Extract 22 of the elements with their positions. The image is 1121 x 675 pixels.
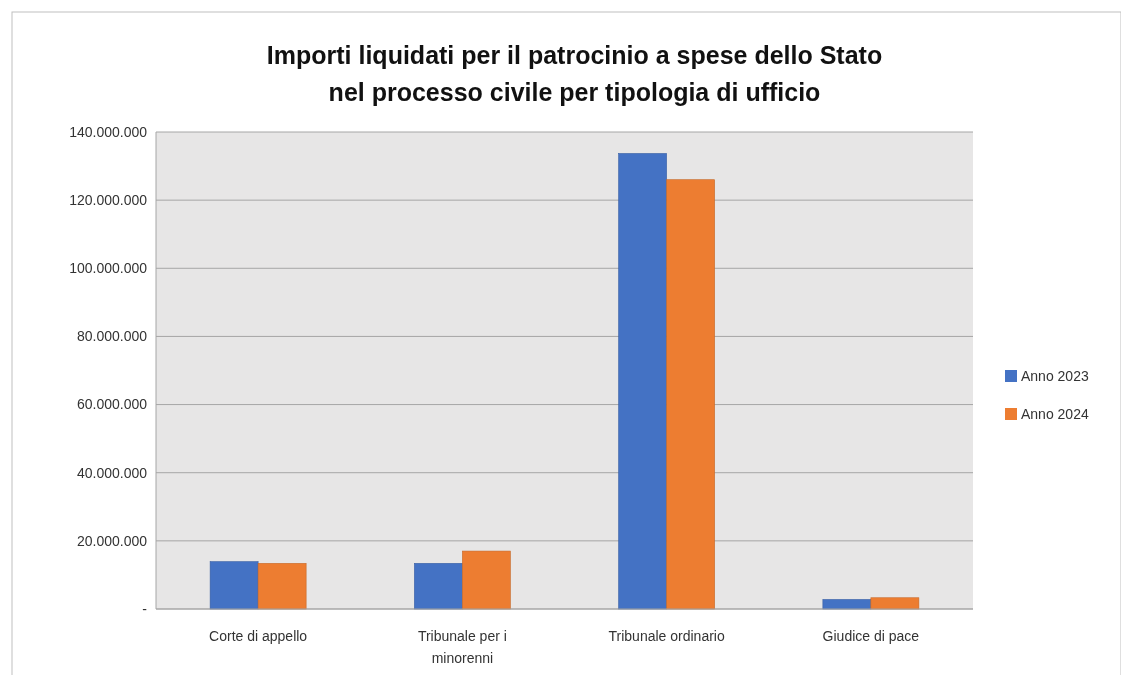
bar: [209, 561, 259, 610]
y-tick-label: 120.000.000: [69, 192, 148, 209]
bar: [870, 597, 920, 610]
bar: [257, 563, 307, 610]
y-tick-label: 40.000.000: [76, 464, 148, 481]
y-tick-label: -: [142, 600, 148, 617]
legend-label: Anno 2023: [1021, 367, 1089, 384]
y-tick-label: 140.000.000: [69, 123, 148, 140]
y-tick-label: 20.000.000: [76, 532, 148, 549]
bar: [618, 153, 667, 610]
x-tick-label: Tribunale ordinario: [608, 628, 725, 644]
bar: [462, 550, 511, 610]
bar: [414, 563, 463, 610]
x-tick-label: Tribunale per i minorenni: [417, 628, 507, 666]
x-tick-label: Giudice di pace: [822, 628, 920, 644]
y-tick-label: 80.000.000: [76, 328, 148, 345]
chart-title: Importi liquidati per il patrocinio a spese dello Stato nel processo civile per tipologia di ufficio: [266, 41, 883, 106]
x-tick-label: Corte di appello: [209, 628, 308, 644]
legend-label: Anno 2024: [1021, 405, 1089, 422]
y-tick-label: 100.000.000: [69, 260, 148, 277]
y-tick-label: 60.000.000: [76, 396, 148, 413]
bar: [666, 179, 715, 610]
